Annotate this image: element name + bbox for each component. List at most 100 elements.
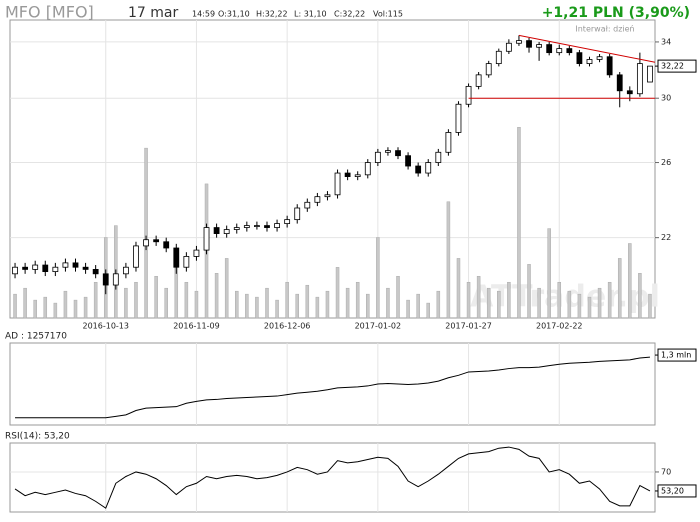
date: 17 mar xyxy=(128,5,178,21)
volume-bar xyxy=(376,237,380,319)
volume-bar xyxy=(23,287,27,319)
time: 14:59 xyxy=(192,10,215,19)
y-tick-label: 34 xyxy=(661,37,671,46)
volume-bar xyxy=(507,281,511,319)
candle-body xyxy=(586,59,593,65)
candle-body xyxy=(364,162,371,176)
volume-bar xyxy=(426,302,430,319)
candle-body xyxy=(223,229,230,234)
volume-bar xyxy=(335,267,340,319)
candle-body xyxy=(495,50,502,65)
candle-body xyxy=(52,266,59,273)
open: O:31,10 xyxy=(218,10,250,19)
candle-body xyxy=(445,132,452,153)
candle-body xyxy=(425,162,432,174)
x-tick-label: 2016-11-09 xyxy=(173,322,220,331)
candle-body xyxy=(112,273,119,286)
candle-body xyxy=(344,172,351,178)
candle-body xyxy=(475,74,482,87)
candle-body xyxy=(143,239,149,247)
y-tick-label: 22 xyxy=(661,233,671,242)
candle-body xyxy=(647,65,653,83)
candle-body xyxy=(546,44,553,54)
volume-bar xyxy=(537,287,541,319)
volume-bar xyxy=(638,273,642,319)
volume-bar xyxy=(164,287,168,319)
value-label: 53,20 xyxy=(661,486,684,495)
volume-bar xyxy=(285,281,289,319)
volume-bar xyxy=(154,276,158,319)
candle-body xyxy=(233,227,240,230)
volume-bar xyxy=(325,290,330,319)
candle-body xyxy=(304,201,311,209)
volume-bar xyxy=(607,281,612,319)
value-box xyxy=(657,348,697,362)
candle-body xyxy=(72,262,79,268)
panel-title: AD : 1257170 xyxy=(5,332,67,342)
panel-title: RSI(14): 53,20 xyxy=(5,432,70,442)
volume-bar xyxy=(124,287,128,319)
candle-body xyxy=(616,74,623,92)
candle-body xyxy=(294,207,301,221)
indicator-line xyxy=(15,356,651,419)
panel-frame xyxy=(9,342,656,426)
value-box xyxy=(657,484,697,498)
x-tick-label: 2016-10-13 xyxy=(82,322,129,331)
volume-bar xyxy=(345,287,350,319)
candle-body xyxy=(324,194,331,198)
candle-body xyxy=(22,266,29,270)
volume-bar xyxy=(235,290,239,319)
volume-bar xyxy=(33,299,37,319)
volume-bar xyxy=(567,290,572,319)
volume-bar xyxy=(144,147,148,319)
y-tick-label: 30 xyxy=(661,94,671,103)
volume-bar xyxy=(406,299,410,319)
candle-body xyxy=(405,155,411,167)
volume-bar xyxy=(53,302,58,319)
volume-bar xyxy=(416,293,420,319)
candle-body xyxy=(576,52,583,65)
low: L: 31,10 xyxy=(294,10,327,19)
candle-body xyxy=(92,269,99,275)
volume: Vol:115 xyxy=(373,10,403,19)
volume-bar xyxy=(486,287,491,319)
volume-bar xyxy=(456,258,461,319)
volume-bar xyxy=(63,290,68,319)
volume-bar xyxy=(13,293,17,319)
candle-body xyxy=(122,266,129,275)
candle-body xyxy=(203,227,210,251)
candle-body xyxy=(485,63,492,76)
volume-bar xyxy=(255,296,259,319)
volume-bar xyxy=(396,276,400,319)
candle-body xyxy=(133,245,139,268)
candle-body xyxy=(636,63,643,95)
candle-body xyxy=(274,223,280,228)
candle-body xyxy=(435,151,442,163)
volume-bar xyxy=(83,296,88,319)
volume-bar xyxy=(497,290,501,319)
candle-body xyxy=(556,48,563,54)
candle-body xyxy=(213,227,220,234)
note: Interwał: dzień xyxy=(575,25,634,34)
candle-body xyxy=(42,264,49,273)
candle-body xyxy=(415,165,422,174)
volume-bar xyxy=(547,228,551,319)
volume-bar xyxy=(577,293,582,319)
volume-bar xyxy=(517,127,521,319)
candle-body xyxy=(12,266,18,275)
panel-frame xyxy=(9,442,656,513)
volume-bar xyxy=(648,293,652,319)
volume-bar xyxy=(466,281,471,319)
volume-bar xyxy=(557,281,562,319)
volume-bar xyxy=(476,276,481,319)
candle-body xyxy=(82,266,89,270)
candle-body xyxy=(254,225,260,227)
volume-bar xyxy=(93,281,98,319)
indicator-line xyxy=(14,446,651,509)
trend-line xyxy=(518,34,656,63)
symbol: MFO [MFO] xyxy=(5,3,94,22)
volume-bar xyxy=(73,299,78,319)
y-tick-label: 70 xyxy=(661,467,671,476)
volume-bar xyxy=(587,296,592,319)
